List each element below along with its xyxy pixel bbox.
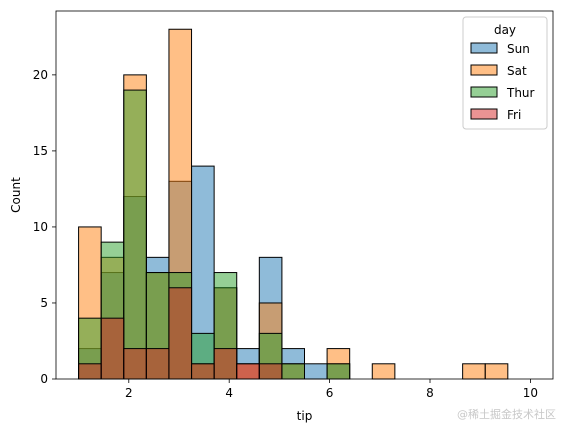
bar-sat-18 bbox=[484, 363, 509, 380]
plot-frame bbox=[55, 10, 554, 380]
legend-label-fri: Fri bbox=[507, 108, 521, 122]
watermark-text: @稀土掘金技术社区 bbox=[457, 408, 556, 421]
y-tick-label: 0 bbox=[40, 372, 48, 386]
bar-sat-17 bbox=[462, 363, 486, 380]
bar-fri-3 bbox=[145, 348, 170, 380]
x-axis-label: tip bbox=[297, 409, 313, 423]
bar-thur-9 bbox=[281, 363, 305, 380]
bar-fri-0 bbox=[78, 363, 102, 380]
y-tick-label: 5 bbox=[40, 296, 48, 310]
legend-swatch-sat bbox=[470, 64, 498, 76]
bars-layer bbox=[78, 28, 509, 380]
y-axis-ticks: 0 5 10 15 20 bbox=[33, 68, 56, 386]
bar-thur-11 bbox=[326, 363, 351, 380]
x-tick-label: 10 bbox=[523, 386, 538, 400]
legend-swatch-thur bbox=[470, 86, 498, 98]
x-tick-label: 4 bbox=[225, 386, 233, 400]
x-axis-ticks: 2 4 6 8 10 bbox=[125, 379, 538, 400]
bar-fri-7 bbox=[236, 363, 260, 380]
bar-sat-13 bbox=[371, 363, 396, 380]
x-tick-label: 8 bbox=[426, 386, 434, 400]
bar-fri-4 bbox=[168, 287, 193, 380]
y-tick-label: 20 bbox=[33, 68, 48, 82]
y-tick-label: 15 bbox=[33, 144, 48, 158]
x-tick-label: 2 bbox=[125, 386, 133, 400]
legend: day Sun Sat Thur Fri bbox=[462, 16, 548, 130]
bar-fri-5 bbox=[191, 363, 215, 380]
legend-title: day bbox=[494, 23, 516, 37]
legend-swatch-fri bbox=[470, 108, 498, 120]
bar-fri-2 bbox=[123, 348, 147, 380]
bar-thur-2 bbox=[123, 89, 147, 380]
bar-fri-1 bbox=[100, 317, 125, 380]
y-tick-label: 10 bbox=[33, 220, 48, 234]
x-tick-label: 6 bbox=[326, 386, 334, 400]
bar-sun-10 bbox=[304, 363, 328, 380]
legend-label-sun: Sun bbox=[507, 42, 530, 56]
legend-label-thur: Thur bbox=[506, 86, 535, 100]
legend-label-sat: Sat bbox=[507, 64, 527, 78]
y-axis-label: Count bbox=[9, 177, 23, 213]
bar-fri-8 bbox=[258, 363, 283, 380]
bar-fri-6 bbox=[213, 348, 238, 380]
legend-swatch-sun bbox=[470, 42, 498, 54]
